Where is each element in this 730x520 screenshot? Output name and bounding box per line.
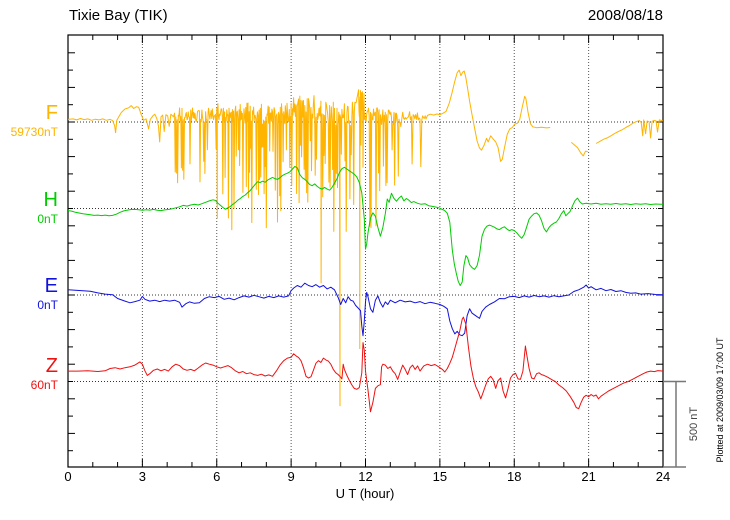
x-tick-label-3: 3 [138, 469, 146, 484]
x-tick-label-24: 24 [655, 469, 671, 484]
x-tick-label-12: 12 [358, 469, 373, 484]
x-tick-label-0: 0 [64, 469, 72, 484]
x-tick-label-6: 6 [213, 469, 221, 484]
plotted-at-note: Plotted at 2009/03/09 17:00 UT [715, 337, 725, 463]
series-label-F: F 59730nT [0, 103, 58, 138]
series-letter-Z: Z [45, 355, 58, 377]
series-label-E: E 0nT [0, 276, 58, 311]
series-baseline-F: 59730nT [10, 125, 58, 139]
series-baseline-E: 0nT [37, 298, 58, 312]
x-tick-label-15: 15 [432, 469, 448, 484]
series-baseline-Z: 60nT [30, 378, 58, 392]
x-axis-title: U T (hour) [335, 486, 395, 501]
x-tick-label-9: 9 [287, 469, 295, 484]
series-label-H: H 0nT [0, 190, 58, 225]
series-letter-H: H [43, 189, 58, 211]
observation-date: 2008/08/18 [587, 7, 663, 24]
series-letter-E: E [44, 275, 58, 297]
scale-bar-label: 500 nT [688, 406, 700, 442]
series-baseline-H: 0nT [37, 212, 58, 226]
series-label-Z: Z 60nT [0, 356, 58, 391]
x-tick-label-18: 18 [507, 469, 522, 484]
station-title: Tixie Bay (TIK) [69, 7, 168, 24]
series-letter-F: F [45, 102, 58, 124]
x-tick-label-21: 21 [581, 469, 596, 484]
